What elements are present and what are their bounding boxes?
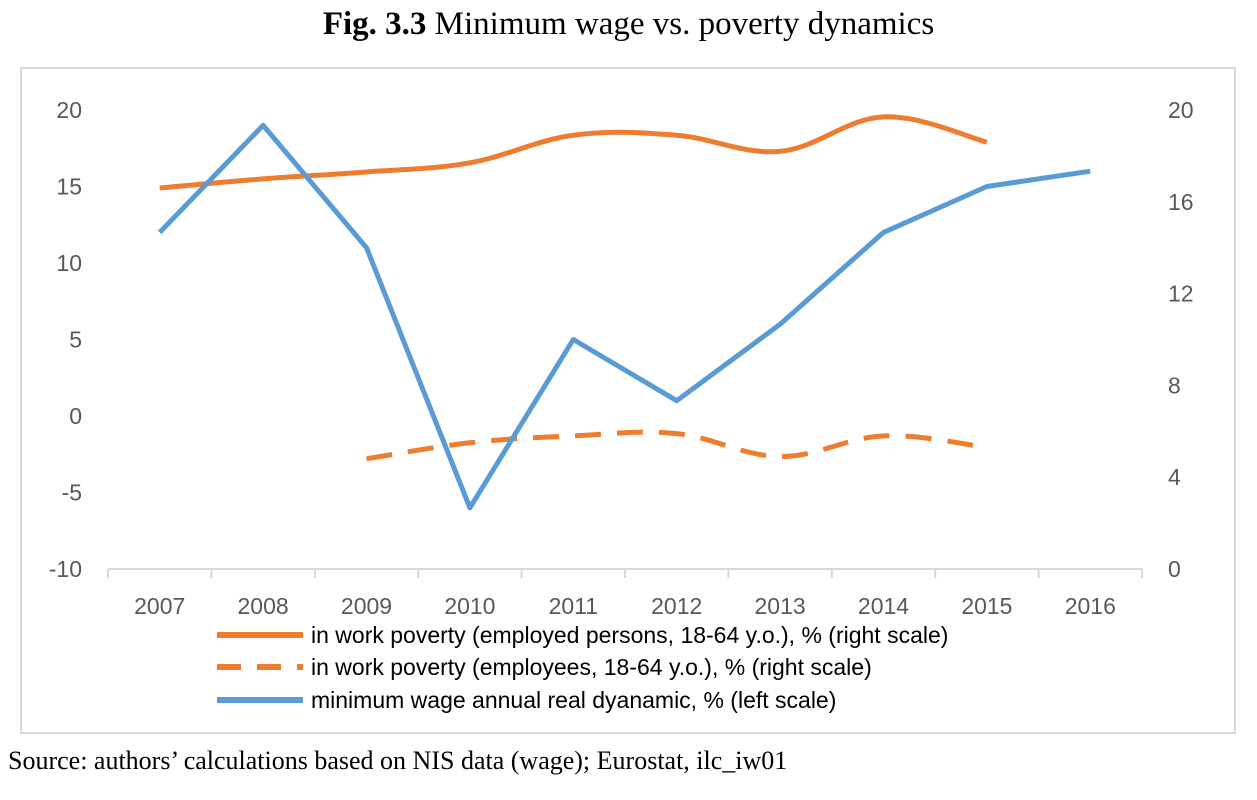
y-left-tick-label: 15 (56, 174, 82, 200)
legend-label-2: in work poverty (employees, 18-64 y.o.),… (311, 654, 872, 680)
x-tick-label: 2014 (858, 593, 909, 619)
y-left-tick-label: 10 (56, 250, 82, 276)
y-left-tick-label: 5 (69, 327, 82, 353)
x-tick-label: 2015 (961, 593, 1012, 619)
legend-label-1: in work poverty (employed persons, 18-64… (311, 622, 948, 648)
y-left-tick-label: -5 (62, 480, 82, 506)
x-tick-label: 2016 (1065, 593, 1116, 619)
legend-label-3: minimum wage annual real dyanamic, % (le… (311, 687, 836, 713)
figure-title-text: Minimum wage vs. poverty dynamics (426, 6, 935, 42)
figure-title: Fig. 3.3 Minimum wage vs. poverty dynami… (0, 6, 1257, 43)
y-right-tick-label: 12 (1168, 281, 1194, 307)
y-right-tick-label: 16 (1168, 189, 1194, 215)
y-right-tick-label: 4 (1168, 464, 1181, 490)
x-tick-label: 2013 (755, 593, 806, 619)
y-right-tick-label: 8 (1168, 372, 1181, 398)
series-line-2 (366, 429, 988, 462)
y-left-tick-label: -10 (49, 556, 82, 582)
x-tick-label: 2007 (134, 593, 185, 619)
x-tick-label: 2011 (549, 593, 598, 619)
x-tick-label: 2008 (238, 593, 289, 619)
y-left-tick-label: 0 (69, 403, 82, 429)
series-line-1 (159, 114, 988, 191)
x-tick-label: 2009 (341, 593, 392, 619)
series-lines (157, 114, 1091, 511)
legend: in work poverty (employed persons, 18-64… (217, 622, 948, 713)
y-right-tick-label: 20 (1168, 97, 1194, 123)
axes: 2007 2008 2009 2010 2011 2012 2013 2014 2015 2016… (49, 97, 1194, 619)
x-tick-label: 2012 (651, 593, 702, 619)
source-note: Source: authors’ calculations based on N… (8, 746, 788, 775)
x-tick-label: 2010 (444, 593, 495, 619)
chart-frame (20, 67, 1236, 734)
y-left-tick-label: 20 (56, 97, 82, 123)
series-line-3 (157, 122, 1091, 511)
y-right-tick-label: 0 (1168, 556, 1181, 582)
figure-number: Fig. 3.3 (322, 6, 427, 42)
